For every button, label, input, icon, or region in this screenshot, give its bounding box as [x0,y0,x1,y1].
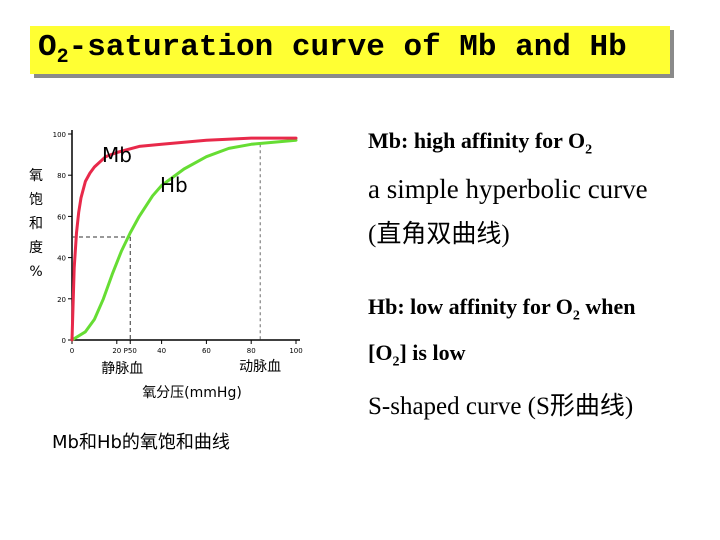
title-banner: O2-saturation curve of Mb and Hb [30,26,670,74]
x-tick-label: P50 [124,347,137,355]
y-axis-label-char: 饱 [29,192,43,208]
y-tick-label: 20 [57,296,66,304]
chart-svg: 0204060801000 20 P50 40 60 80 100MbHb氧饱和度%静脉血动… [29,130,303,401]
chart-caption: Mb和Hb的氧饱和曲线 [52,432,230,453]
y-axis-label-char: 和 [29,216,43,232]
x-tick-label: 100 [289,347,302,355]
low-po2-text: [O2] is low [368,340,466,370]
y-axis-label-char: 氧 [29,168,43,184]
venous-blood-label: 静脉血 [101,361,143,377]
hyperbolic-cn-text: (直角双曲线) [368,221,510,248]
x-tick-label: 0 [70,347,74,355]
series-label-hb: Hb [160,173,188,197]
arterial-blood-label: 动脉血 [239,359,281,375]
s-shaped-text: S-shaped curve (S形曲线) [368,393,634,420]
x-tick-label: 20 [112,347,121,355]
slide-title: O2-saturation curve of Mb and Hb [38,30,627,70]
series-line-hb [70,138,298,342]
y-axis-label-char: % [29,264,42,280]
series-label-mb: Mb [102,143,132,167]
y-tick-label: 0 [62,337,66,345]
x-tick-label: 60 [202,347,211,355]
series-line-mb [70,136,298,342]
y-axis-label-char: 度 [29,240,43,256]
mb-affinity-text: Mb: high affinity for O2 [368,128,593,158]
x-axis-label: 氧分压(mmHg) [142,385,242,401]
y-tick-label: 60 [57,213,66,221]
y-tick-label: 40 [57,255,66,263]
x-tick-label: 40 [157,347,166,355]
y-tick-label: 80 [57,172,66,180]
y-tick-label: 100 [53,131,66,139]
hb-affinity-text: Hb: low affinity for O2 when [368,294,636,324]
hyperbolic-text: a simple hyperbolic curve [368,174,648,204]
x-tick-label: 80 [247,347,256,355]
saturation-chart: 0 20 40 60 80 100 0 20 P50 40 60 80 100 Mb Hb 氧饱和度% 静脉血动… [24,112,310,412]
